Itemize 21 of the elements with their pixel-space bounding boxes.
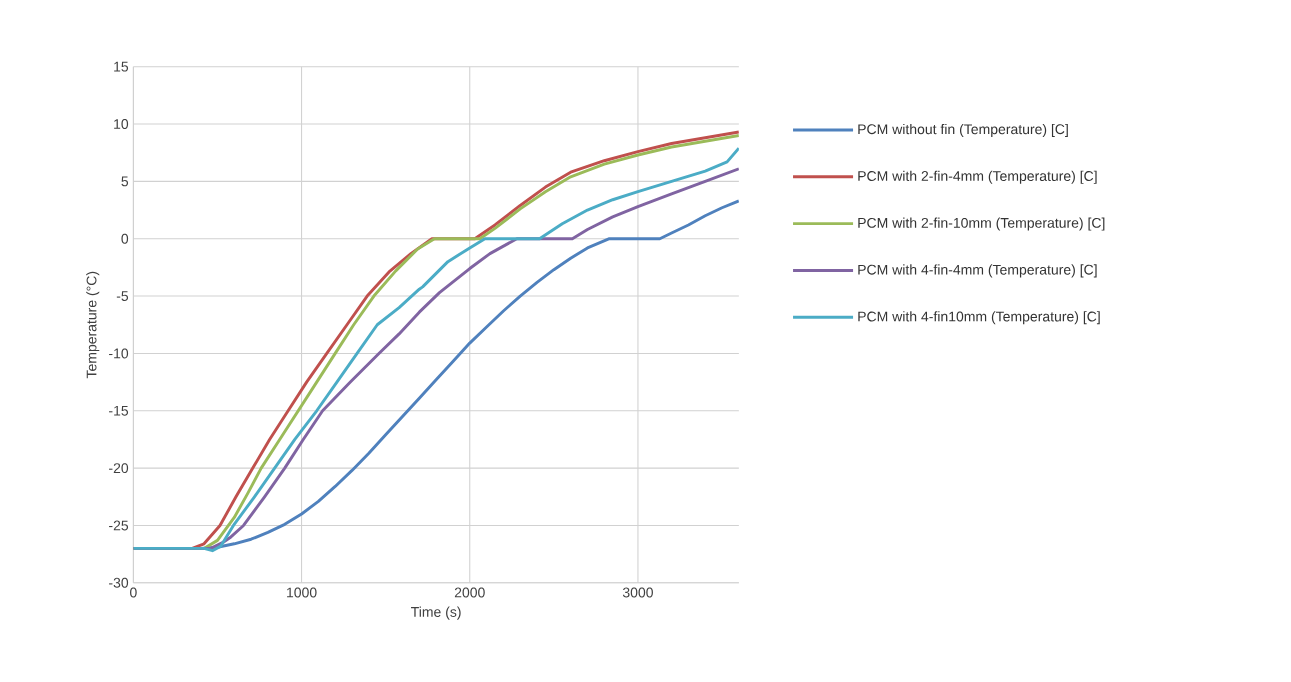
y-tick-label: -10	[109, 348, 129, 359]
x-tick-label: 1000	[287, 587, 317, 598]
y-tick-label: -20	[109, 463, 129, 474]
x-axis-title: Time (s)	[411, 606, 461, 620]
legend-label: PCM with 4-fin-4mm (Temperature) [C]	[858, 264, 1097, 278]
y-tick-label: 5	[121, 176, 129, 187]
y-tick-label: 0	[121, 234, 129, 244]
x-tick-label: 3000	[622, 587, 653, 598]
y-tick-label: 10	[114, 119, 129, 130]
y-tick-label: -5	[116, 291, 129, 302]
x-tick-label: 2000	[454, 587, 485, 598]
legend-label: PCM with 2-fin-4mm (Temperature) [C]	[858, 170, 1097, 185]
y-tick-label: -30	[109, 578, 129, 589]
y-tick-label: -15	[109, 406, 129, 416]
y-tick-label: 15	[114, 62, 129, 72]
legend-label: PCM with 2-fin-10mm (Temperature) [C]	[858, 217, 1105, 231]
legend-label: PCM with 4-fin10mm (Temperature) [C]	[858, 311, 1100, 325]
x-tick-label: 0	[130, 587, 137, 598]
legend-label: PCM without fin (Temperature) [C]	[858, 124, 1068, 138]
y-tick-label: -25	[109, 520, 129, 531]
y-axis-title: Temperature (°C)	[86, 272, 100, 379]
